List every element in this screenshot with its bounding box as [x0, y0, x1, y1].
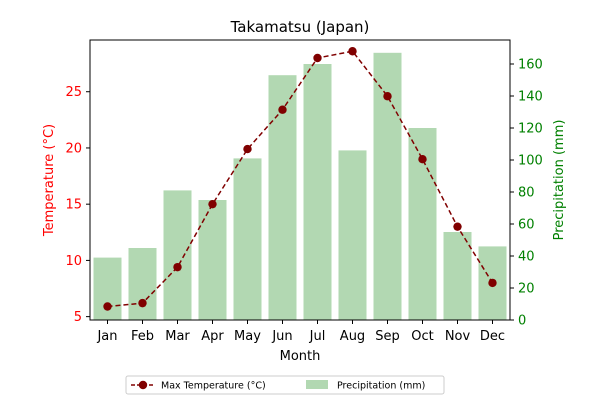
temperature-point-apr — [208, 199, 217, 209]
x-tick-label: Nov — [445, 329, 471, 344]
chart-title: Takamatsu (Japan) — [230, 18, 370, 36]
x-tick-label: May — [234, 329, 261, 344]
right-axis-title: Precipitation (mm) — [552, 120, 567, 241]
x-axis-title: Month — [280, 349, 321, 364]
legend-bar-swatch — [306, 380, 328, 389]
legend-marker-swatch — [138, 380, 148, 390]
x-tick-label: Sep — [375, 329, 400, 344]
x-tick-label: Oct — [411, 329, 433, 344]
x-axis-ticks: Jan Feb Mar Apr May Jun Jul Aug Sep Oct Nov Dec — [96, 320, 505, 344]
temperature-point-mar — [173, 262, 182, 272]
precipitation-bar-apr — [198, 200, 227, 320]
left-tick-label: 20 — [65, 141, 82, 156]
temperature-point-jan — [103, 302, 112, 311]
left-axis-ticks: 5 10 15 20 25 — [65, 85, 90, 325]
legend: Max Temperature (°C) Precipitation (mm) — [125, 375, 445, 395]
temperature-point-feb — [138, 298, 147, 308]
left-tick-label: 25 — [65, 85, 82, 100]
x-tick-label: Aug — [340, 329, 365, 344]
right-tick-label: 100 — [518, 154, 543, 169]
left-axis-title: Temperature (°C) — [42, 124, 57, 237]
right-tick-label: 40 — [518, 250, 535, 265]
x-tick-label: Jun — [271, 329, 292, 344]
x-tick-label: Jul — [309, 329, 326, 344]
left-tick-label: 5 — [74, 310, 82, 325]
legend-box — [125, 375, 445, 395]
precipitation-bar-mar — [163, 190, 192, 320]
right-tick-label: 0 — [518, 314, 526, 329]
right-axis-ticks: 0 20 40 60 80 100 120 140 160 — [510, 58, 543, 329]
temperature-point-nov — [453, 222, 462, 231]
left-tick-label: 10 — [65, 254, 82, 269]
temperature-point-sep — [383, 92, 392, 101]
right-tick-label: 140 — [518, 90, 543, 105]
temperature-point-oct — [418, 154, 427, 164]
left-tick-label: 15 — [65, 198, 82, 213]
x-tick-label: Dec — [480, 329, 505, 344]
precipitation-bar-feb — [128, 248, 157, 320]
temperature-point-jun — [278, 105, 287, 114]
right-tick-label: 60 — [518, 218, 535, 233]
precipitation-bar-may — [233, 158, 262, 320]
x-tick-label: Apr — [201, 329, 224, 344]
precipitation-bar-jul — [303, 64, 332, 320]
right-tick-label: 120 — [518, 122, 543, 137]
right-tick-label: 80 — [518, 186, 535, 201]
right-tick-label: 20 — [518, 282, 535, 297]
temperature-point-may — [243, 144, 252, 154]
legend-label-precipitation: Precipitation (mm) — [337, 381, 425, 392]
temperature-line — [103, 47, 497, 311]
temperature-line-path — [107, 50, 494, 308]
precipitation-bar-nov — [443, 232, 472, 320]
legend-label-temperature: Max Temperature (°C) — [161, 381, 266, 392]
plot-frame — [89, 39, 511, 321]
x-tick-label: Jan — [96, 329, 117, 344]
right-tick-label: 160 — [518, 58, 543, 73]
precipitation-bar-aug — [338, 150, 367, 320]
temperature-point-jul — [313, 53, 322, 63]
temperature-point-aug — [348, 47, 357, 56]
x-tick-label: Feb — [131, 329, 154, 344]
precipitation-bar-jun — [268, 75, 297, 320]
temperature-point-dec — [488, 278, 497, 288]
x-tick-label: Mar — [165, 329, 190, 344]
precipitation-bars — [93, 52, 507, 321]
